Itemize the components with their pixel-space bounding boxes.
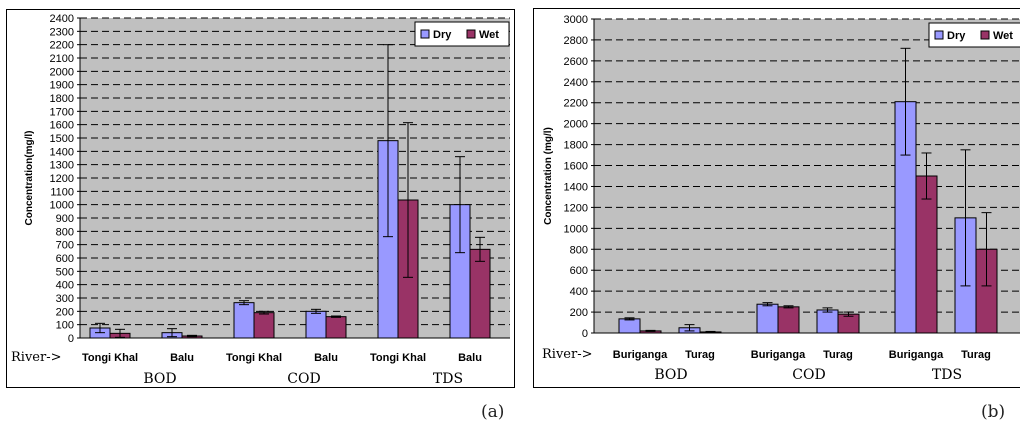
panel-label-a: (a) (481, 402, 505, 422)
x-axis-prefix: River-> (11, 350, 61, 365)
y-tick-label: 1000 (564, 223, 588, 235)
x-category-label: Buriganga (613, 349, 668, 361)
y-tick-label: 1400 (50, 146, 74, 158)
bar-wet (469, 248, 491, 339)
y-tick-label: 900 (56, 213, 74, 225)
y-tick-label: 1400 (564, 181, 588, 193)
x-category-label: Buriganga (889, 349, 944, 361)
legend-swatch-wet (466, 29, 476, 39)
y-axis-label: Concentration(mg/l) (24, 131, 35, 226)
legend-label-wet: Wet (479, 29, 499, 41)
bar-dry (816, 309, 839, 334)
y-tick-label: 1500 (50, 133, 74, 145)
legend-box (928, 22, 1020, 48)
x-category-label: Balu (458, 352, 482, 364)
y-tick-label: 100 (56, 320, 74, 332)
x-group-label: TDS (433, 371, 463, 387)
y-tick-label: 800 (570, 244, 588, 256)
y-tick-label: 1200 (50, 173, 74, 185)
y-tick-label: 300 (56, 293, 74, 305)
x-category-label: Tongi Khal (82, 352, 138, 364)
y-tick-label: 0 (582, 328, 588, 340)
y-tick-label: 400 (56, 280, 74, 292)
y-tick-label: 2600 (564, 56, 588, 68)
y-tick-label: 1700 (50, 106, 74, 118)
x-group-label: BOD (143, 371, 176, 387)
x-group-label: BOD (654, 367, 687, 383)
y-tick-label: 800 (56, 226, 74, 238)
x-group-label: COD (792, 367, 825, 383)
y-tick-label: 0 (68, 333, 74, 345)
y-tick-label: 1100 (50, 186, 74, 198)
x-category-label: Turag (685, 349, 715, 361)
bar-dry (756, 303, 779, 334)
bar-dry (305, 310, 327, 339)
y-tick-label: 2400 (564, 77, 588, 89)
bar-wet (325, 316, 347, 339)
x-category-label: Turag (823, 349, 853, 361)
legend-swatch-wet (980, 30, 990, 40)
x-group-label: TDS (932, 367, 962, 383)
y-tick-label: 2200 (564, 98, 588, 110)
y-tick-label: 200 (56, 306, 74, 318)
y-tick-label: 700 (56, 240, 74, 252)
y-tick-label: 600 (570, 265, 588, 277)
y-tick-label: 2000 (564, 119, 588, 131)
bar-wet (777, 306, 800, 334)
y-tick-label: 1900 (50, 80, 74, 92)
legend-label-dry: Dry (433, 29, 452, 41)
bar-wet (253, 312, 275, 339)
x-category-label: Turag (961, 349, 991, 361)
bar-wet (837, 313, 860, 334)
bar-dry (618, 318, 641, 334)
x-category-label: Balu (314, 352, 338, 364)
y-tick-label: 600 (56, 253, 74, 265)
x-category-label: Balu (170, 352, 194, 364)
chart-panel-a: 0 100 200 300 400 500 600 700 800 900 1000 1100 1200… (6, 9, 515, 388)
x-category-label: Tongi Khal (370, 352, 426, 364)
y-tick-label: 1800 (564, 140, 588, 152)
y-tick-label: 2000 (50, 66, 74, 78)
y-tick-label: 200 (570, 307, 588, 319)
y-tick-label: 2200 (50, 40, 74, 52)
y-tick-label: 2300 (50, 26, 74, 38)
legend-swatch-dry (420, 29, 430, 39)
bar-dry (233, 302, 255, 339)
bar-wet (915, 175, 938, 334)
legend-box (414, 21, 510, 47)
legend-swatch-dry (934, 30, 944, 40)
legend-label-dry: Dry (947, 30, 966, 42)
x-category-label: Tongi Khal (226, 352, 282, 364)
y-tick-label: 1200 (564, 202, 588, 214)
y-tick-label: 2400 (50, 13, 74, 25)
plot-area (594, 19, 1020, 333)
y-tick-label: 1000 (50, 200, 74, 212)
legend-label-wet: Wet (993, 30, 1013, 42)
x-group-label: COD (287, 371, 320, 387)
y-tick-label: 1300 (50, 160, 74, 172)
x-category-label: Buriganga (751, 349, 806, 361)
y-tick-label: 1600 (564, 161, 588, 173)
y-axis-label: Concentration (mg/l) (543, 127, 554, 225)
y-tick-label: 400 (570, 286, 588, 298)
y-tick-label: 1800 (50, 93, 74, 105)
panel-label-b: (b) (981, 402, 1006, 422)
y-tick-label: 500 (56, 266, 74, 278)
y-tick-label: 3000 (564, 14, 588, 26)
x-axis-prefix: River-> (542, 347, 592, 362)
y-tick-label: 1600 (50, 120, 74, 132)
y-tick-label: 2100 (50, 53, 74, 65)
y-tick-label: 2800 (564, 35, 588, 47)
chart-b-svg: 0 200 400 600 800 1000 1200 1400 1600 1800 2000 220… (542, 14, 1020, 383)
chart-panel-b: 0 200 400 600 800 1000 1200 1400 1600 1800 2000 220… (533, 8, 1020, 388)
